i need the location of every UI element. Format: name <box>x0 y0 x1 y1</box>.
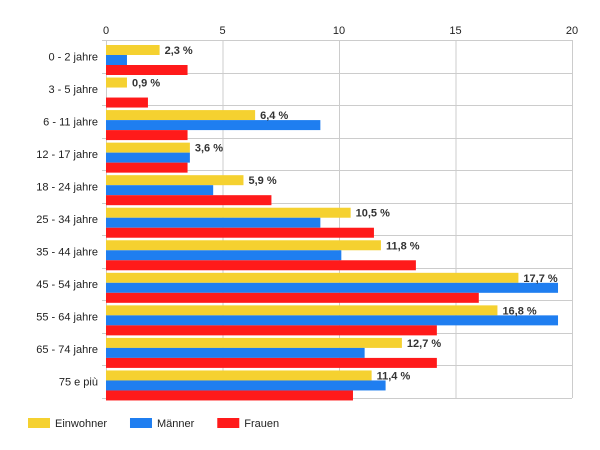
data-label: 12,7 % <box>407 338 441 350</box>
bar-frauen <box>106 162 188 173</box>
legend-label: Frauen <box>244 418 279 430</box>
x-tick-label: 0 <box>103 25 109 37</box>
category-label: 0 - 2 jahre <box>48 51 98 63</box>
x-axis-ticks: 0 5 10 15 20 <box>103 25 578 37</box>
bar-m-nner <box>106 380 386 391</box>
bar-m-nner <box>106 250 342 261</box>
category-label: 3 - 5 jahre <box>48 84 98 96</box>
data-label: 2,3 % <box>165 45 193 57</box>
bar-m-nner <box>106 347 365 358</box>
bar-einwohner <box>106 175 244 186</box>
data-label: 16,8 % <box>502 305 536 317</box>
data-label: 10,5 % <box>356 208 390 220</box>
bar-einwohner <box>106 110 256 121</box>
bar-frauen <box>106 390 353 401</box>
bar-einwohner <box>106 240 381 251</box>
category-label: 18 - 24 jahre <box>36 181 98 193</box>
bar-m-nner <box>106 185 214 196</box>
category-label: 75 e più <box>59 377 98 389</box>
bar-einwohner <box>106 207 351 218</box>
data-label: 11,4 % <box>377 370 411 382</box>
legend-label: Männer <box>157 418 195 430</box>
bar-einwohner <box>106 337 402 348</box>
bar-einwohner <box>106 142 190 153</box>
bar-frauen <box>106 325 437 336</box>
bar-m-nner <box>106 217 321 228</box>
bar-frauen <box>106 195 272 206</box>
data-label: 3,6 % <box>195 143 223 155</box>
legend-swatch <box>28 418 50 428</box>
bar-frauen <box>106 260 416 271</box>
category-label: 45 - 54 jahre <box>36 279 98 291</box>
bar-frauen <box>106 357 437 368</box>
data-label: 0,9 % <box>132 78 160 90</box>
bar-m-nner <box>106 152 190 163</box>
x-tick-label: 20 <box>566 25 578 37</box>
x-tick-label: 5 <box>219 25 225 37</box>
category-label: 12 - 17 jahre <box>36 149 98 161</box>
bar-m-nner <box>106 120 321 131</box>
legend-label: Einwohner <box>55 418 107 430</box>
category-label: 6 - 11 jahre <box>43 116 98 128</box>
bar-einwohner <box>106 77 127 88</box>
bar-frauen <box>106 292 479 303</box>
legend: Einwohner Männer Frauen <box>28 418 279 430</box>
bars <box>106 45 559 401</box>
bar-einwohner <box>106 272 519 283</box>
data-label: 5,9 % <box>248 175 276 187</box>
category-labels: 0 - 2 jahre 3 - 5 jahre 6 - 11 jahre 12 - 1… <box>36 51 98 388</box>
category-label: 55 - 64 jahre <box>36 312 98 324</box>
category-label: 25 - 34 jahre <box>36 214 98 226</box>
legend-swatch <box>129 418 152 428</box>
x-tick-label: 10 <box>333 25 345 37</box>
bar-frauen <box>106 130 188 141</box>
bar-frauen <box>106 65 188 75</box>
bar-frauen <box>106 97 148 108</box>
data-labels: 2,3 % 0,9 % 6,4 % 3,6 % 5,9 % 10,5 % 11,8 % 17,… <box>132 45 558 382</box>
bar-einwohner <box>106 45 160 55</box>
data-label: 6,4 % <box>260 110 288 122</box>
bar-einwohner <box>106 305 498 316</box>
bar-m-nner <box>106 315 559 326</box>
bar-einwohner <box>106 370 372 381</box>
bar-frauen <box>106 227 374 238</box>
data-label: 11,8 % <box>386 240 420 252</box>
data-label: 17,7 % <box>523 273 557 285</box>
bar-m-nner <box>106 55 127 65</box>
category-label: 35 - 44 jahre <box>36 247 98 259</box>
legend-swatch <box>217 418 240 428</box>
category-label: 65 - 74 jahre <box>36 344 98 356</box>
x-tick-label: 15 <box>449 25 461 37</box>
bar-m-nner <box>106 282 559 293</box>
